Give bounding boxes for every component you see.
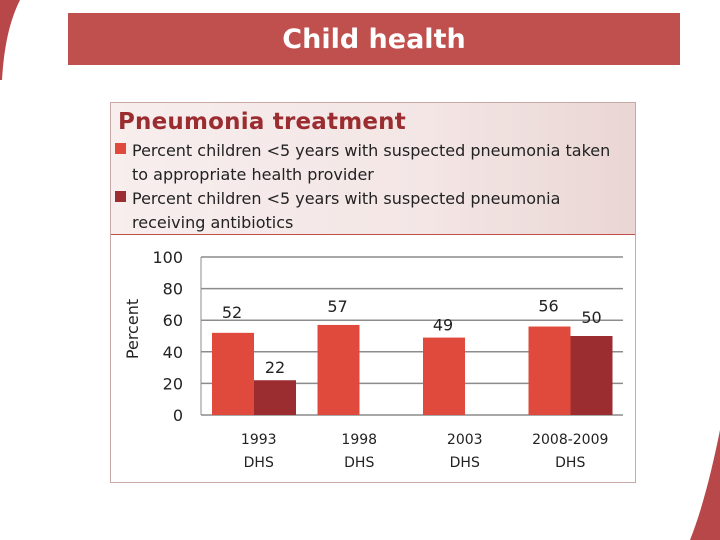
y-tick-label-60: 60 xyxy=(163,311,183,330)
corner-decoration-bottom-right xyxy=(690,430,720,540)
y-tick-label-80: 80 xyxy=(163,280,183,299)
category-label-1-line-1: DHS xyxy=(344,455,374,471)
bar-0-series-1 xyxy=(254,380,296,415)
data-label-1-series-0: 57 xyxy=(327,297,347,316)
data-label-0-series-1: 22 xyxy=(265,358,285,377)
data-label-3-series-1: 50 xyxy=(581,308,601,327)
category-label-0-line-0: 1993 xyxy=(241,432,277,448)
bar-1-series-0 xyxy=(317,324,360,415)
bar-3-series-0 xyxy=(528,326,571,415)
y-tick-label-0: 0 xyxy=(173,406,183,425)
category-label-2-line-0: 2003 xyxy=(447,432,483,448)
data-label-0-series-0: 52 xyxy=(222,303,242,322)
y-axis-title: Percent xyxy=(123,299,142,359)
legend-label-provider: Percent children <5 years with suspected… xyxy=(132,141,611,184)
category-label-3-line-0: 2008-2009 xyxy=(532,432,608,448)
bar-0-series-0 xyxy=(212,332,254,415)
chart-title: Pneumonia treatment xyxy=(118,109,406,135)
legend-swatch-provider xyxy=(115,143,126,154)
category-label-1-line-0: 1998 xyxy=(341,432,377,448)
y-tick-label-20: 20 xyxy=(163,374,183,393)
y-tick-label-100: 100 xyxy=(152,248,183,267)
corner-decoration-top-left xyxy=(0,0,20,80)
bar-3-series-1 xyxy=(570,336,613,415)
data-label-3-series-0: 56 xyxy=(538,297,558,316)
chart-header: Pneumonia treatment Percent children <5 … xyxy=(111,103,635,235)
category-label-0-line-1: DHS xyxy=(244,455,274,471)
chart-plot: 0 20 40 60 80 100 Percent 52 22 1993 DHS 57 1998 DHS 4… xyxy=(123,248,623,471)
legend-label-antibiotics: Percent children <5 years with suspected… xyxy=(132,189,561,232)
chart-frame: Pneumonia treatment Percent children <5 … xyxy=(110,102,636,483)
y-tick-label-40: 40 xyxy=(163,343,183,362)
legend-swatch-antibiotics xyxy=(115,191,126,202)
data-label-2-series-0: 49 xyxy=(433,316,453,335)
slide-title-bar: Child health xyxy=(68,13,680,65)
category-label-2-line-1: DHS xyxy=(450,455,480,471)
category-label-3-line-1: DHS xyxy=(555,455,585,471)
bar-2-series-0 xyxy=(423,337,465,415)
slide-title: Child health xyxy=(282,23,466,55)
